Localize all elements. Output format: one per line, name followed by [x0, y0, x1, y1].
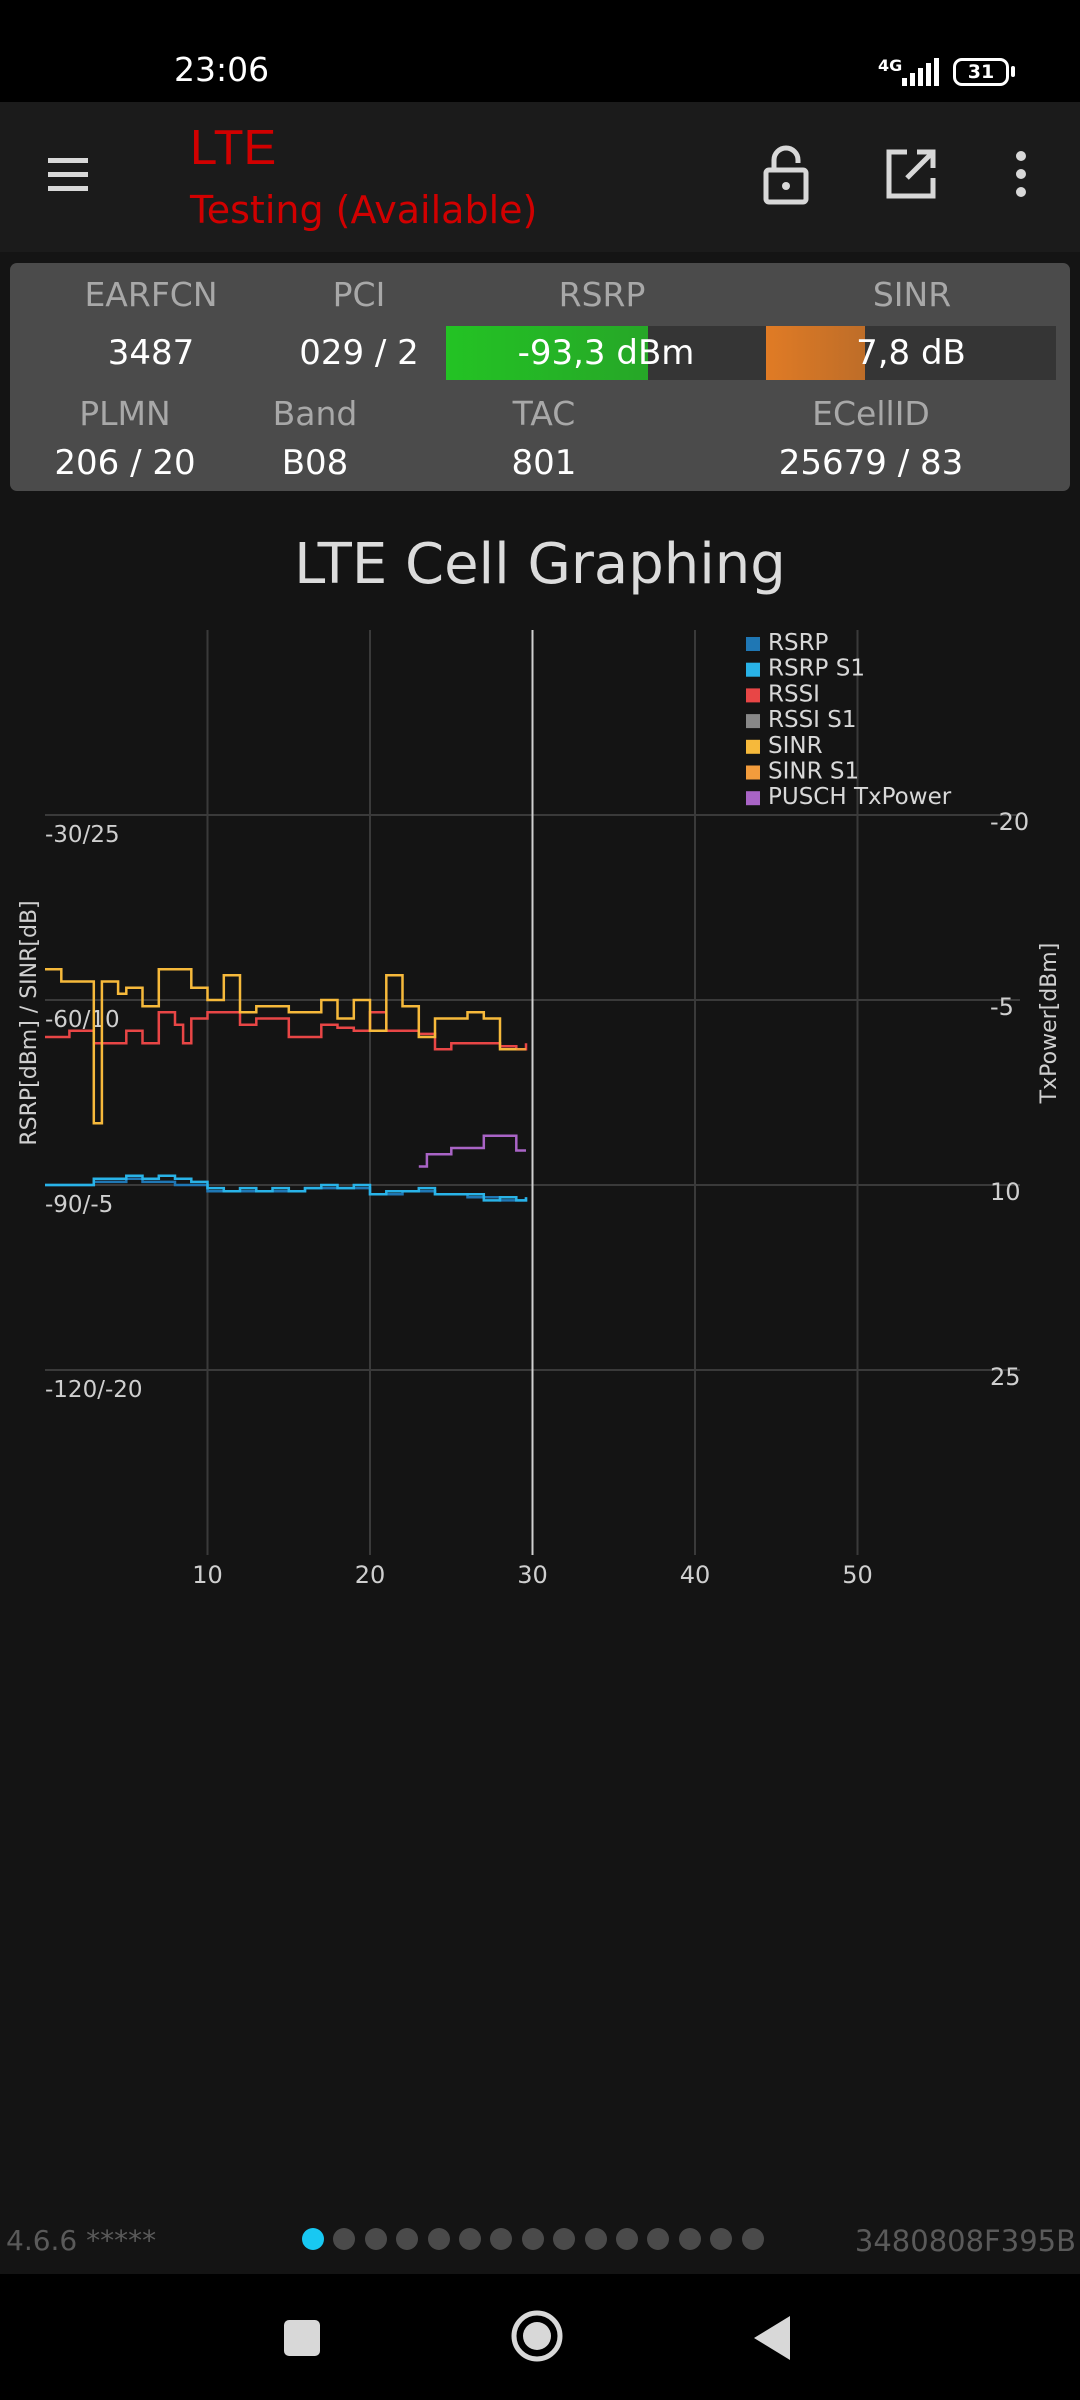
legend-swatch [746, 688, 760, 703]
page-dot[interactable] [678, 2228, 701, 2250]
legend-item: SINR S1 [768, 759, 859, 785]
battery-level: 31 [967, 61, 995, 83]
graph-title: LTE Cell Graphing [294, 532, 786, 597]
series-line-rsrp-s1 [45, 1174, 528, 1202]
app-title: LTE [190, 121, 277, 175]
page-dot[interactable] [427, 2228, 450, 2250]
legend-swatch [746, 714, 760, 729]
page-dot[interactable] [333, 2228, 356, 2250]
page-dot[interactable] [741, 2228, 764, 2250]
battery-icon: 31 [953, 58, 1009, 86]
page-dot[interactable] [616, 2228, 638, 2250]
legend-swatch [746, 662, 760, 677]
page-dot[interactable] [490, 2228, 513, 2250]
app-bar: LTE Testing (Available) [0, 102, 1080, 252]
tac-value: 801 [511, 443, 577, 483]
pci-value: 029 / 2 [299, 333, 419, 373]
page-dot[interactable] [364, 2228, 387, 2250]
y-right-tick-label: -5 [990, 993, 1014, 1021]
signal-strength-icon [902, 58, 939, 86]
y-right-tick-label: 10 [990, 1178, 1021, 1206]
page-dot[interactable] [710, 2228, 733, 2250]
y-left-tick-label: -60/10 [45, 1007, 120, 1033]
legend-item: RSSI [768, 681, 820, 707]
page-dot[interactable] [459, 2228, 481, 2250]
band-value: B08 [281, 443, 349, 483]
page-dot[interactable] [521, 2228, 544, 2250]
cell-info-panel: EARFCN PCI RSRP SINR 3487 029 / 2 -93,3 … [10, 263, 1070, 491]
rsrp-value: -93,3 dBm [517, 333, 695, 373]
rsrp-label: RSRP [558, 275, 646, 314]
x-tick-label: 10 [192, 1561, 223, 1589]
sinr-label: SINR [872, 275, 952, 314]
legend-item: RSRP [768, 630, 829, 656]
y-left-axis-title: RSRP[dBm] / SINR[dB] [17, 900, 42, 1145]
menu-icon[interactable] [36, 142, 100, 206]
device-id: 3480808F395B [854, 2224, 1076, 2258]
rsrp-meter: -93,3 dBm [446, 326, 766, 380]
page-dot[interactable] [302, 2228, 324, 2250]
network-type-label: 4G [878, 56, 903, 75]
legend-item: PUSCH TxPower [768, 784, 952, 810]
more-vert-icon[interactable] [985, 138, 1057, 210]
legend-item: RSRP S1 [768, 656, 865, 682]
y-right-tick-label: -20 [990, 808, 1029, 836]
y-right-tick-label: 25 [990, 1363, 1021, 1391]
home-icon[interactable] [508, 2307, 566, 2365]
x-tick-label: 40 [680, 1561, 711, 1589]
x-tick-label: 30 [517, 1561, 548, 1589]
ecellid-value: 25679 / 83 [778, 443, 964, 483]
legend-swatch [746, 791, 760, 806]
app-subtitle: Testing (Available) [190, 188, 538, 232]
legend-item: SINR [768, 733, 823, 759]
back-icon[interactable] [748, 2312, 794, 2364]
plmn-label: PLMN [79, 394, 171, 433]
legend-item: RSSI S1 [768, 707, 857, 733]
navigation-bar [0, 2274, 1080, 2400]
status-clock: 23:06 [174, 50, 270, 89]
series-line-rssi [45, 1011, 528, 1051]
earfcn-label: EARFCN [84, 275, 218, 314]
x-tick-label: 20 [355, 1561, 386, 1589]
band-label: Band [272, 394, 358, 433]
recents-icon[interactable] [280, 2316, 326, 2362]
page-dot[interactable] [584, 2228, 607, 2250]
y-left-tick-label: -30/25 [45, 822, 120, 848]
y-left-tick-label: -120/-20 [45, 1377, 143, 1403]
lte-cell-chart[interactable]: 10 20 30 40 50 -30/25 -20 -60/10 -5 -90/-5 10 -120/… [0, 600, 1080, 1620]
series-line-pusch-txpower [418, 1134, 526, 1168]
sinr-meter-fill [766, 326, 865, 380]
pci-label: PCI [332, 275, 386, 314]
tac-label: TAC [512, 394, 576, 433]
page-dot[interactable] [396, 2228, 419, 2250]
status-bar: 23:06 4G 31 [0, 0, 1080, 102]
app-version: 4.6.6 ***** [6, 2224, 157, 2257]
plmn-value: 206 / 20 [54, 443, 196, 483]
sinr-value: 7,8 dB [856, 333, 966, 373]
series-line-rsrp [45, 1177, 528, 1202]
rsrp-meter-fill [446, 326, 648, 380]
earfcn-value: 3487 [107, 333, 195, 373]
legend-swatch [746, 765, 760, 780]
battery-cap [1011, 66, 1015, 77]
series-line-sinr [45, 967, 526, 1125]
y-right-axis-title: TxPower[dBm] [1037, 943, 1062, 1105]
legend-swatch [746, 637, 760, 651]
open-external-icon[interactable] [875, 138, 947, 210]
page-dot[interactable] [647, 2228, 670, 2250]
y-left-tick-label: -90/-5 [45, 1192, 113, 1218]
sinr-meter: 7,8 dB [766, 326, 1056, 380]
legend-swatch [746, 739, 760, 754]
x-tick-label: 50 [842, 1561, 873, 1589]
page-dot[interactable] [553, 2228, 576, 2250]
lock-open-icon[interactable] [750, 138, 822, 210]
ecellid-label: ECellID [812, 394, 930, 433]
